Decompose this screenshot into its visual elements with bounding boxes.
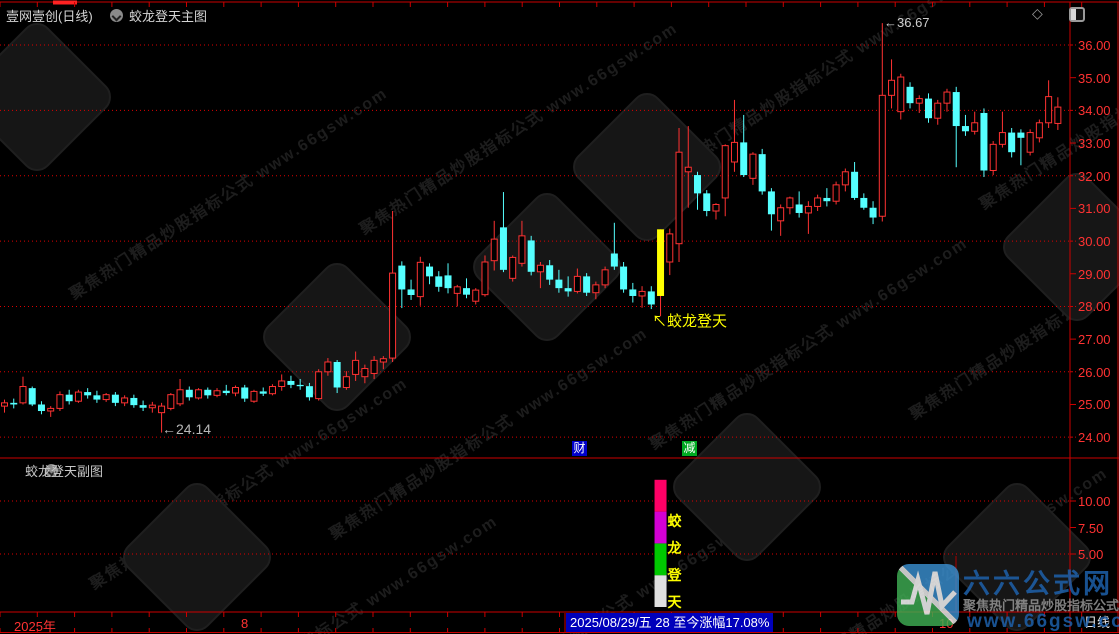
- site-name: 六六公式网: [963, 569, 1113, 599]
- price-axis-label: 36.00: [1078, 38, 1111, 53]
- sub-signal-char: 龙: [667, 540, 682, 556]
- collapse-subchart-icon[interactable]: [44, 464, 58, 477]
- sub-signal-char: 天: [667, 594, 682, 610]
- period-selector[interactable]: 日线: [1083, 615, 1110, 630]
- price-axis-label: 28.00: [1078, 299, 1111, 315]
- selected-bar-info: 2025/08/29/五 28 至今涨幅17.08%: [566, 613, 774, 632]
- collapse-indicator-icon[interactable]: [110, 9, 123, 22]
- site-watermark: 六六公式网 聚焦热门精品炒股指标公式 www.66gsw.com: [895, 562, 1119, 632]
- signal-annotation: ↖蛟龙登天: [652, 313, 728, 330]
- price-axis-label: 31.00: [1078, 201, 1111, 217]
- diamond-icon[interactable]: ◇: [1032, 5, 1043, 21]
- sub-indicator-title[interactable]: 蛟龙登天副图: [25, 464, 104, 479]
- price-axis-label: 29.00: [1078, 266, 1111, 282]
- price-axis-label: 24.00: [1078, 430, 1111, 446]
- price-axis-label: 26.00: [1078, 364, 1111, 380]
- site-domain: www.66gsw.com: [967, 611, 1119, 632]
- event-marker-reduce[interactable]: 减: [682, 441, 697, 456]
- window-layout-icon[interactable]: [1069, 7, 1086, 22]
- sub-axis-label: 7.50: [1078, 520, 1104, 536]
- site-tagline: 聚焦热门精品炒股指标公式: [963, 598, 1119, 613]
- price-axis-label: 34.00: [1078, 103, 1111, 119]
- main-indicator-title[interactable]: 蛟龙登天主图: [129, 9, 208, 24]
- price-axis-label: 25.00: [1078, 397, 1111, 413]
- price-axis-label: 32.00: [1078, 168, 1111, 184]
- site-logo-icon: [897, 564, 959, 626]
- event-marker-finance[interactable]: 财: [572, 441, 587, 456]
- price-axis-label: 27.00: [1078, 332, 1111, 348]
- time-axis-year-label: 2025年: [14, 619, 56, 634]
- sub-signal-char: 蛟: [667, 513, 682, 529]
- high-price-annotation: ←36.67: [884, 15, 930, 30]
- stock-title: 壹网壹创(日线): [6, 9, 93, 24]
- low-price-annotation: ←24.14: [162, 421, 212, 437]
- price-axis-label: 30.00: [1078, 234, 1111, 250]
- price-axis-label: 33.00: [1078, 136, 1111, 152]
- time-axis-month-label-aug: 8: [241, 616, 249, 631]
- price-axis-label: 35.00: [1078, 70, 1111, 86]
- sub-signal-char: 登: [667, 567, 682, 583]
- sub-axis-label: 5.00: [1078, 547, 1104, 562]
- sub-axis-label: 10.00: [1078, 494, 1111, 509]
